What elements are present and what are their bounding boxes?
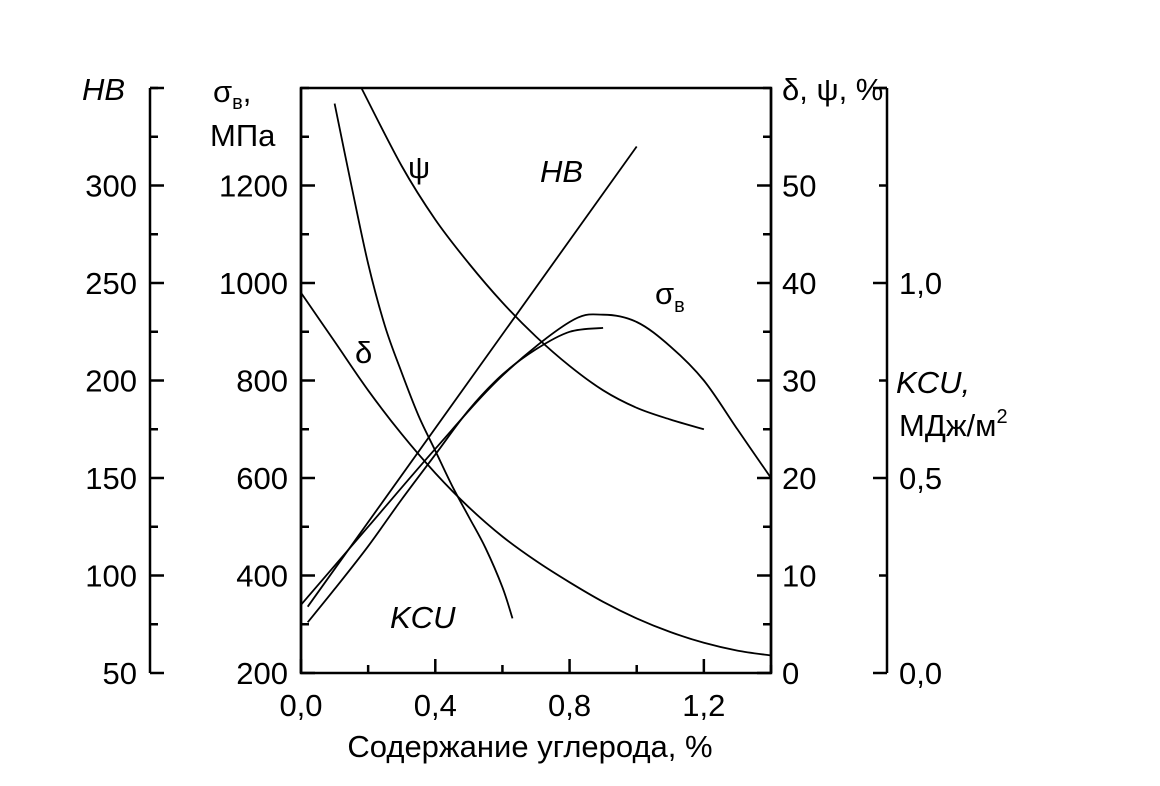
hb-tick-label: 200 bbox=[85, 364, 137, 399]
psi-curve bbox=[360, 87, 705, 431]
hb-tick-label: 300 bbox=[85, 169, 137, 204]
hb-curve-lower bbox=[307, 327, 604, 623]
kcu-axis-unit: МДж/м2 bbox=[899, 406, 1008, 443]
kcu-axis-title: KCU, bbox=[896, 365, 970, 400]
delta_psi-tick-label: 10 bbox=[782, 559, 816, 594]
kcu-curve-label: KCU bbox=[390, 600, 456, 635]
kcu-curve bbox=[333, 103, 514, 619]
hb-axis-title: HB bbox=[82, 72, 125, 107]
delta-psi-axis: δ, ψ, % 50 40 30 20 10 0 bbox=[757, 72, 883, 691]
sigma-tick-label: 1000 bbox=[219, 266, 288, 301]
hb-curve bbox=[306, 145, 638, 608]
sigma-axis: σв, МПа 1200 1000 800 600 400 200 bbox=[210, 74, 315, 691]
plot-frame-rect bbox=[299, 86, 773, 675]
sigma-curve-subscript: в bbox=[674, 295, 685, 317]
sigma-tick-label: 800 bbox=[236, 364, 288, 399]
sigma-curve-label: σв bbox=[655, 276, 685, 317]
kcu-axis: KCU, МДж/м2 1,0 0,5 0,0 bbox=[873, 86, 1008, 691]
sigma-curve-symbol: σ bbox=[655, 276, 674, 311]
delta_psi-tick-label: 0 bbox=[782, 656, 799, 691]
hb-axis: HB 300 250 200 150 100 50 bbox=[82, 72, 164, 691]
hb-tick-label: 100 bbox=[85, 559, 137, 594]
delta_psi-tick-label: 20 bbox=[782, 461, 816, 496]
hb-curve-label: HB bbox=[540, 154, 583, 189]
kcu-tick-label: 1,0 bbox=[899, 266, 942, 301]
x-axis-title: Содержание углерода, % bbox=[347, 729, 712, 764]
kcu-axis-unit-text: МДж/м bbox=[899, 408, 996, 443]
delta-psi-axis-title: δ, ψ, % bbox=[782, 72, 883, 107]
x-tick-label: 0,0 bbox=[279, 688, 322, 723]
kcu-tick-label: 0,5 bbox=[899, 461, 942, 496]
hb-tick-label: 50 bbox=[103, 656, 137, 691]
sigma-axis-comma: , bbox=[243, 74, 252, 109]
x-axis: 0,0 0,4 0,8 1,2 Содержание углерода, % bbox=[279, 659, 773, 764]
x-tick-label: 0,8 bbox=[548, 688, 591, 723]
curve-labels: ψ HB σв δ KCU bbox=[355, 150, 685, 635]
kcu-axis-unit-sup: 2 bbox=[996, 406, 1007, 428]
delta-curve-label: δ bbox=[355, 335, 372, 370]
delta-curve bbox=[300, 292, 772, 657]
psi-curve-label: ψ bbox=[408, 150, 430, 185]
delta_psi-tick-label: 40 bbox=[782, 266, 816, 301]
sigma-tick-label: 200 bbox=[236, 656, 288, 691]
hb-tick-label: 150 bbox=[85, 461, 137, 496]
hb-tick-label: 250 bbox=[85, 266, 137, 301]
sigma-curve bbox=[300, 313, 772, 606]
x-tick-label: 1,2 bbox=[682, 688, 725, 723]
x-tick-label: 0,4 bbox=[414, 688, 457, 723]
sigma-tick-label: 400 bbox=[236, 559, 288, 594]
sigma-axis-title: σв, bbox=[213, 74, 251, 114]
curves bbox=[300, 87, 772, 657]
plot-frame bbox=[299, 86, 773, 675]
delta_psi-tick-label: 50 bbox=[782, 169, 816, 204]
delta_psi-tick-label: 30 bbox=[782, 364, 816, 399]
sigma-axis-symbol: σ bbox=[213, 74, 232, 109]
kcu-tick-label: 0,0 bbox=[899, 656, 942, 691]
sigma-tick-label: 1200 bbox=[219, 169, 288, 204]
sigma-tick-label: 600 bbox=[236, 461, 288, 496]
sigma-axis-unit: МПа bbox=[210, 118, 276, 153]
sigma-axis-subscript: в bbox=[232, 92, 243, 114]
